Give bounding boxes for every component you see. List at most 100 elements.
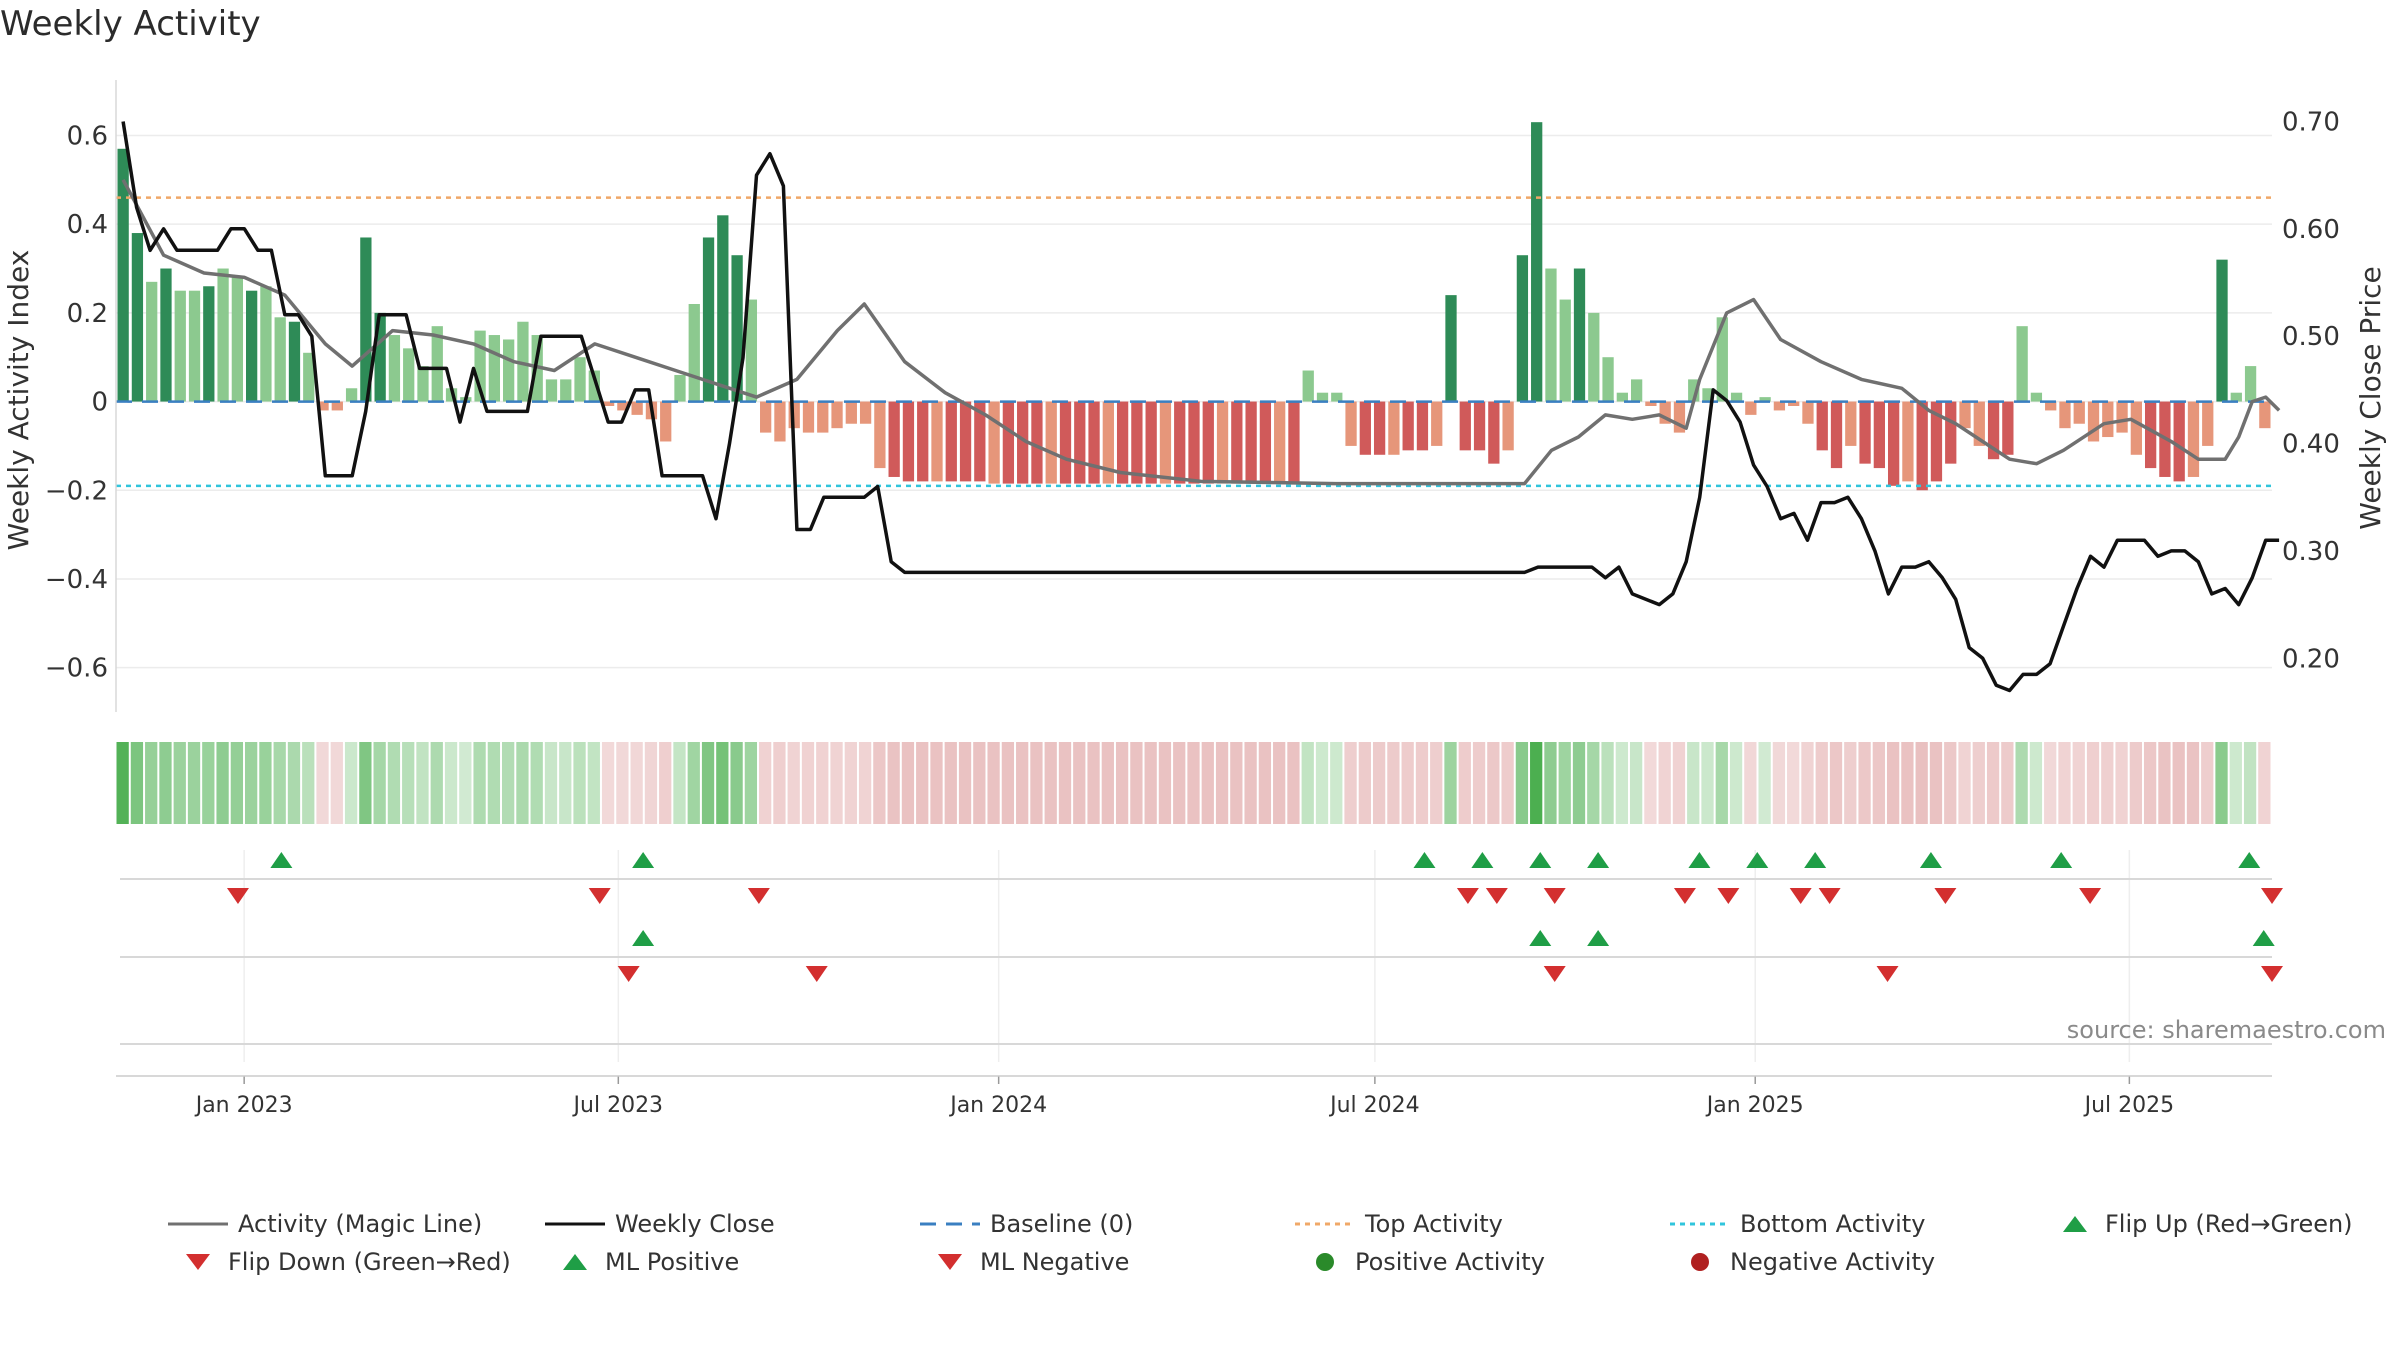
activity-bar (602, 401, 615, 406)
heat-cell (1458, 742, 1471, 824)
heat-cell (1972, 742, 1985, 824)
activity-bar (1316, 392, 1329, 402)
flip-down-marker (1485, 888, 1508, 904)
activity-bar (1845, 401, 1857, 446)
ml-positive-marker (1529, 930, 1552, 946)
heat-cell (1772, 742, 1786, 824)
heat-cell (2229, 742, 2242, 824)
heat-cell (1016, 742, 1029, 824)
heat-cell (2143, 742, 2157, 824)
y-axis-label: Weekly Activity Index (2, 250, 35, 551)
activity-bar (1388, 401, 1400, 455)
flip-down-marker (588, 888, 611, 904)
heat-cell (1330, 742, 1343, 824)
heat-cell (1787, 742, 1800, 824)
activity-bar (2244, 366, 2257, 402)
activity-bar (403, 348, 415, 402)
heat-cell (1901, 742, 1914, 824)
heat-cell (1215, 742, 1229, 824)
activity-bar (2216, 259, 2228, 402)
activity-bar (1373, 401, 1386, 455)
legend-label-flipdown: Flip Down (Green→Red) (228, 1248, 511, 1276)
heat-cell (1158, 742, 1172, 824)
legend-label-negact: Negative Activity (1730, 1248, 1936, 1276)
flip-down-marker (1818, 888, 1841, 904)
heat-cell (530, 742, 543, 824)
legend-item-baseline: Baseline (0) (920, 1206, 1133, 1242)
activity-bar (174, 290, 186, 402)
activity-bar (2030, 392, 2043, 402)
heat-cell (1729, 742, 1743, 824)
x-tick-label: Jan 2025 (1705, 1093, 1804, 1118)
heat-cell (2115, 742, 2128, 824)
activity-bar (2059, 401, 2071, 429)
flip-up-marker (1471, 852, 1494, 868)
axes-layer: 0.60.40.20−0.2−0.4−0.60.700.600.500.400.… (45, 80, 2340, 1118)
negative-activity-icon (1691, 1253, 1709, 1271)
activity-bar (1702, 388, 1714, 402)
activity-bar (2016, 326, 2028, 402)
y-tick-label: −0.4 (45, 565, 108, 595)
heat-cell (601, 742, 615, 824)
heat-cell (344, 742, 358, 824)
heat-cell (2101, 742, 2114, 824)
heat-cell (1144, 742, 1157, 824)
heat-cell (2186, 742, 2200, 824)
heat-cell (1058, 742, 1072, 824)
ml-negative-marker (1876, 966, 1899, 982)
heat-cell (944, 742, 957, 824)
activity-bar (1745, 401, 1757, 415)
heat-cell (1601, 742, 1614, 824)
activity-bar (360, 237, 372, 402)
heat-cell (259, 742, 272, 824)
activity-bar (2130, 401, 2142, 455)
activity-bar (760, 401, 772, 433)
activity-bar (2230, 392, 2242, 402)
y-tick-label: 0.6 (67, 121, 108, 151)
activity-bar (660, 401, 672, 442)
activity-bar (1716, 317, 1728, 402)
heat-cell (1658, 742, 1671, 824)
heat-cell (2158, 742, 2171, 824)
activity-bar (117, 148, 129, 402)
activity-bar (1531, 122, 1543, 402)
activity-bar (431, 326, 443, 402)
activity-bar (2259, 401, 2271, 429)
activity-bar (331, 401, 343, 411)
legend: Activity (Magic Line) Weekly Close Basel… (150, 1206, 2400, 1286)
heat-cell (502, 742, 515, 824)
flip-down-marker (2079, 888, 2102, 904)
flip-up-marker (1587, 852, 1610, 868)
heat-cell (2044, 742, 2057, 824)
heat-cell (2015, 742, 2028, 824)
legend-item-bottom: Bottom Activity (1670, 1206, 1925, 1242)
y-tick-label: 0.2 (67, 299, 108, 329)
activity-bar (574, 357, 586, 402)
heat-strip (116, 742, 2271, 824)
activity-bar (1830, 401, 1843, 469)
heat-cell (1401, 742, 1414, 824)
legend-label-mlneg: ML Negative (980, 1248, 1130, 1276)
activity-bar (1859, 401, 1871, 464)
activity-bar (1402, 401, 1414, 451)
heat-cell (1001, 742, 1015, 824)
heat-cell (1815, 742, 1828, 824)
activity-bar (1231, 401, 1243, 484)
activity-bar (1188, 401, 1200, 484)
activity-bar (1017, 401, 1029, 484)
y2-tick-label: 0.40 (2282, 430, 2340, 460)
heat-cell (916, 742, 929, 824)
activity-bar (1174, 401, 1186, 484)
heat-cell (2058, 742, 2071, 824)
flip-up-marker (1688, 852, 1711, 868)
heat-cell (473, 742, 486, 824)
activity-bar (1887, 401, 1900, 486)
heat-cell (173, 742, 186, 824)
heat-cell (1986, 742, 2000, 824)
activity-bar (345, 388, 358, 402)
activity-bar (959, 401, 972, 482)
activity-bar (745, 299, 758, 402)
flip-up-marker (2050, 852, 2073, 868)
y-tick-label: −0.2 (45, 476, 108, 506)
activity-bar (1031, 401, 1043, 484)
